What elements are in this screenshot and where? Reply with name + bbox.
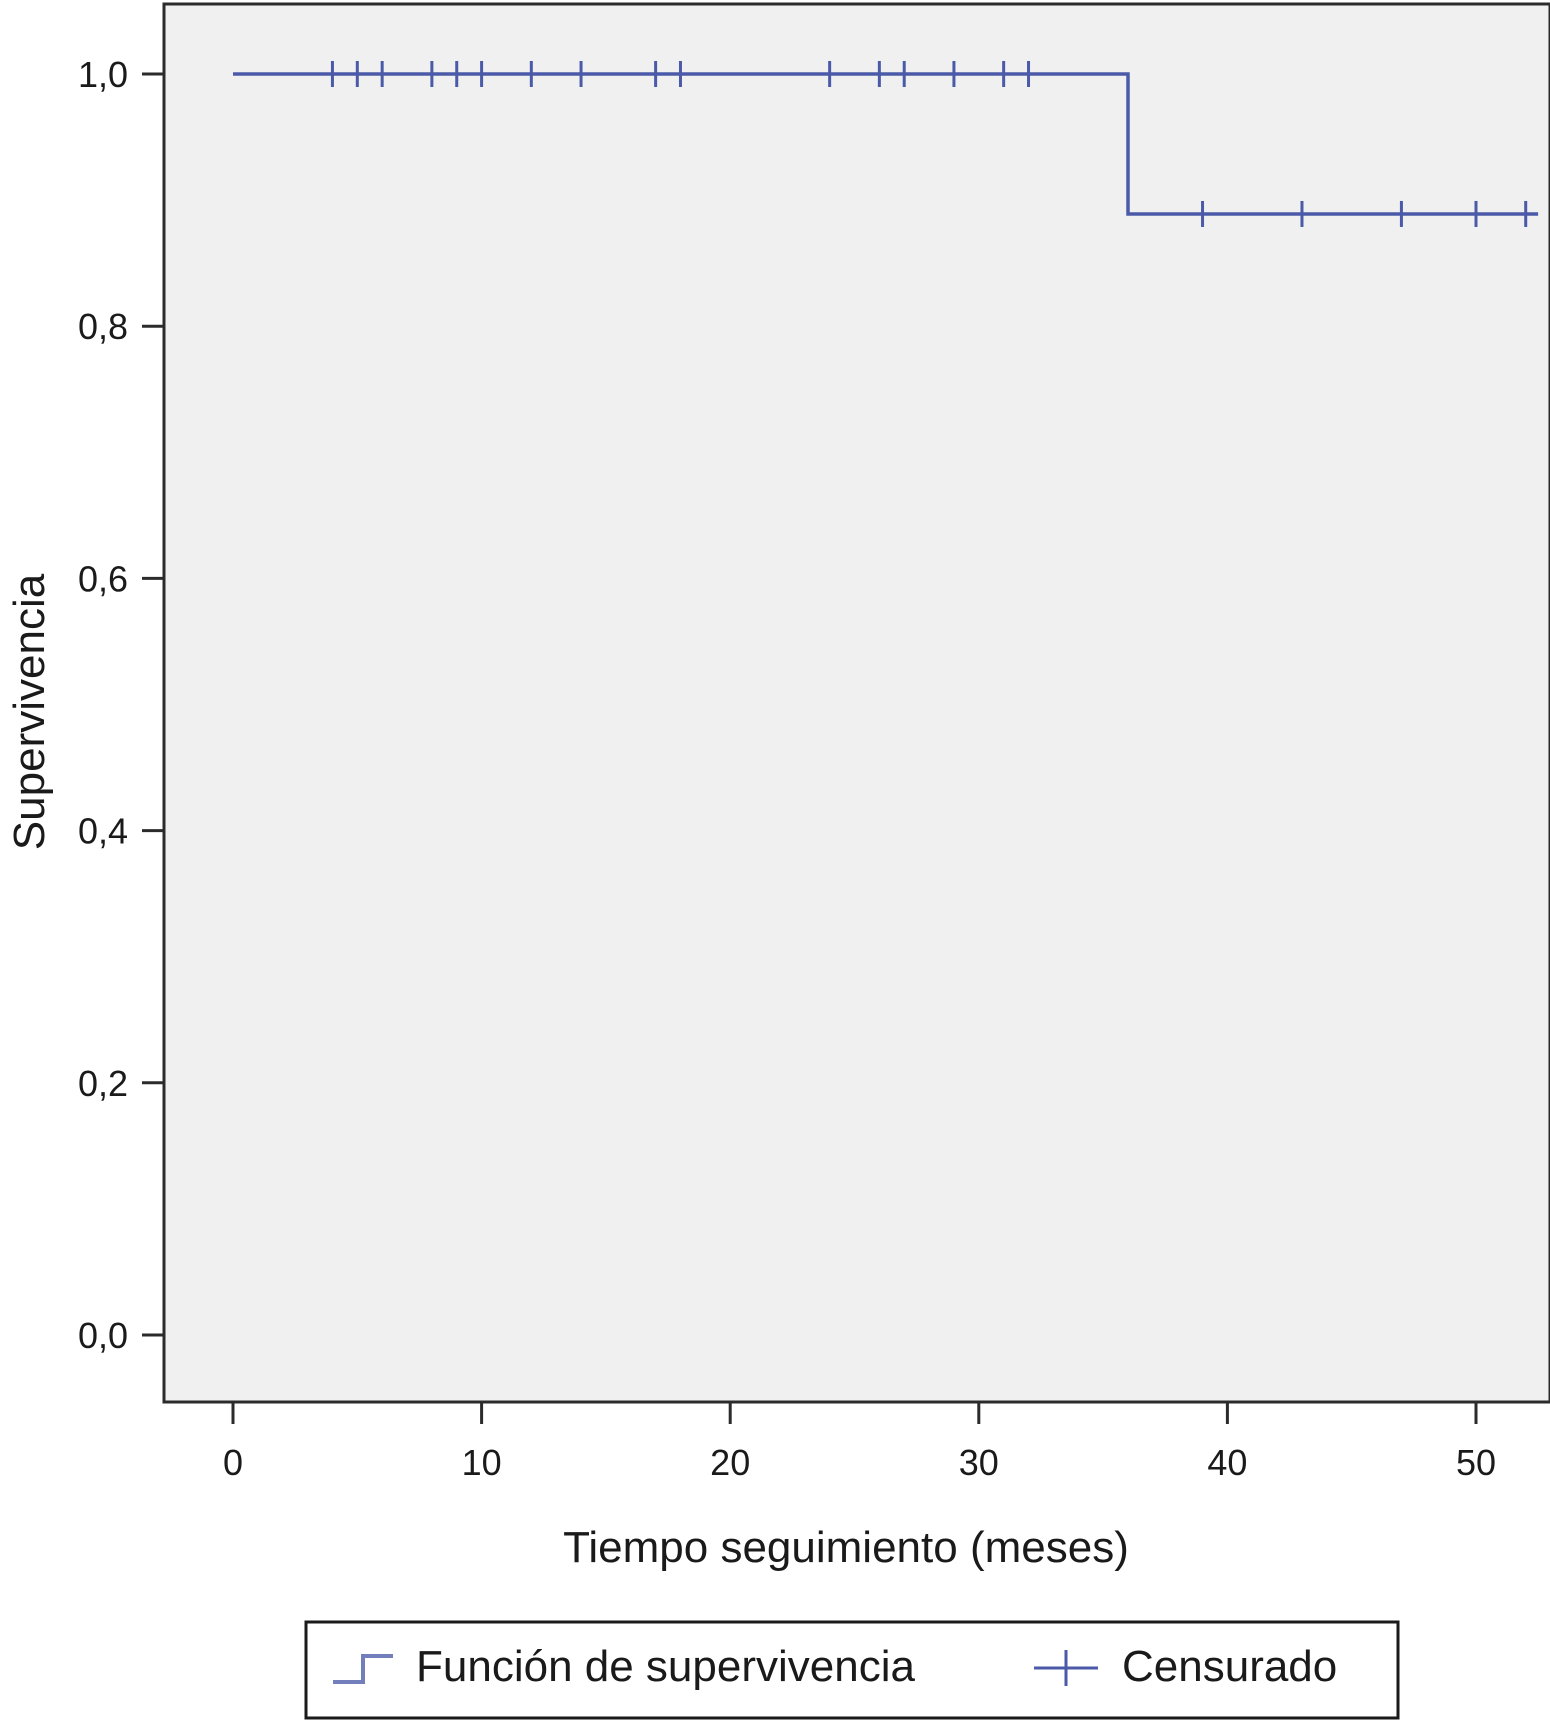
censored-marker	[346, 61, 369, 87]
y-axis-title: Supervivencia	[5, 573, 54, 850]
plot-area	[162, 2, 1550, 1404]
y-tick-label: 0,6	[78, 558, 128, 599]
x-axis-title: Tiempo seguimiento (meses)	[563, 1523, 1129, 1572]
censored-marker	[321, 61, 344, 87]
censored-marker	[1191, 200, 1214, 227]
y-tick-label: 0,2	[78, 1063, 128, 1104]
y-tick-label: 1,0	[78, 54, 128, 95]
x-tick-label: 20	[710, 1442, 750, 1483]
x-tick-label: 30	[959, 1442, 999, 1483]
series-layer	[233, 61, 1539, 227]
y-tick-label: 0,8	[78, 306, 128, 347]
censored-marker	[1465, 200, 1487, 227]
censored-marker	[818, 61, 841, 87]
censored-marker	[520, 61, 543, 87]
x-tick-label: 10	[462, 1442, 502, 1483]
legend-label-survival-function: Función de supervivencia	[416, 1642, 915, 1691]
censored-legend-icon	[1034, 1650, 1098, 1686]
legend: Función de supervivencia Censurado	[304, 1620, 1400, 1720]
x-tick-label: 40	[1207, 1442, 1247, 1483]
censored-marker	[1290, 200, 1313, 227]
censored-marker	[644, 61, 667, 87]
survival-function-legend-icon	[333, 1654, 393, 1684]
censored-marker	[992, 61, 1015, 87]
censored-marker	[942, 61, 965, 87]
censored-marker	[868, 61, 891, 87]
y-axis-ticks: 0,0 0,2 0,4 0,6 0,8 1,0	[78, 54, 164, 1356]
x-tick-label: 0	[223, 1442, 243, 1483]
y-tick-label: 0,0	[78, 1315, 128, 1356]
censored-marker	[1390, 200, 1413, 227]
censored-marker	[1017, 61, 1040, 87]
x-axis-ticks: 0 10 20 30 40 50	[223, 1402, 1496, 1483]
censored-marker	[445, 61, 468, 87]
y-tick-label: 0,4	[78, 811, 128, 852]
censored-marker	[1514, 200, 1537, 227]
censored-marker	[470, 61, 493, 87]
censored-marker	[570, 61, 593, 87]
censored-marker	[669, 61, 692, 87]
censored-marker	[371, 61, 394, 87]
x-tick-label: 50	[1456, 1442, 1496, 1483]
censored-marker	[420, 61, 443, 87]
legend-label-censored: Censurado	[1122, 1642, 1337, 1691]
censored-marker	[893, 61, 916, 87]
legend-box	[304, 1620, 1400, 1720]
